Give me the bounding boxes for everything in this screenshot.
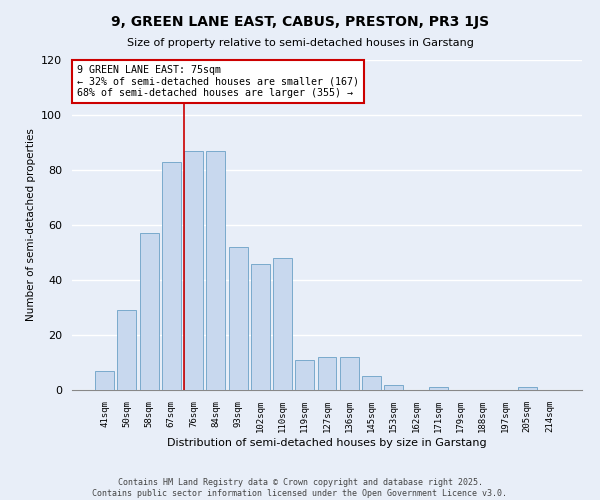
X-axis label: Distribution of semi-detached houses by size in Garstang: Distribution of semi-detached houses by … [167, 438, 487, 448]
Y-axis label: Number of semi-detached properties: Number of semi-detached properties [26, 128, 35, 322]
Bar [273, 258, 292, 390]
Bar [162, 162, 181, 390]
Bar [384, 384, 403, 390]
Bar [340, 357, 359, 390]
Text: Size of property relative to semi-detached houses in Garstang: Size of property relative to semi-detach… [127, 38, 473, 48]
Bar [317, 357, 337, 390]
Bar [206, 151, 225, 390]
Bar [140, 233, 158, 390]
Bar [429, 387, 448, 390]
Bar [118, 310, 136, 390]
Bar [251, 264, 270, 390]
Bar [184, 151, 203, 390]
Bar [518, 387, 536, 390]
Bar [95, 371, 114, 390]
Text: 9 GREEN LANE EAST: 75sqm
← 32% of semi-detached houses are smaller (167)
68% of : 9 GREEN LANE EAST: 75sqm ← 32% of semi-d… [77, 65, 359, 98]
Bar [362, 376, 381, 390]
Bar [295, 360, 314, 390]
Bar [229, 247, 248, 390]
Text: 9, GREEN LANE EAST, CABUS, PRESTON, PR3 1JS: 9, GREEN LANE EAST, CABUS, PRESTON, PR3 … [111, 15, 489, 29]
Text: Contains HM Land Registry data © Crown copyright and database right 2025.
Contai: Contains HM Land Registry data © Crown c… [92, 478, 508, 498]
